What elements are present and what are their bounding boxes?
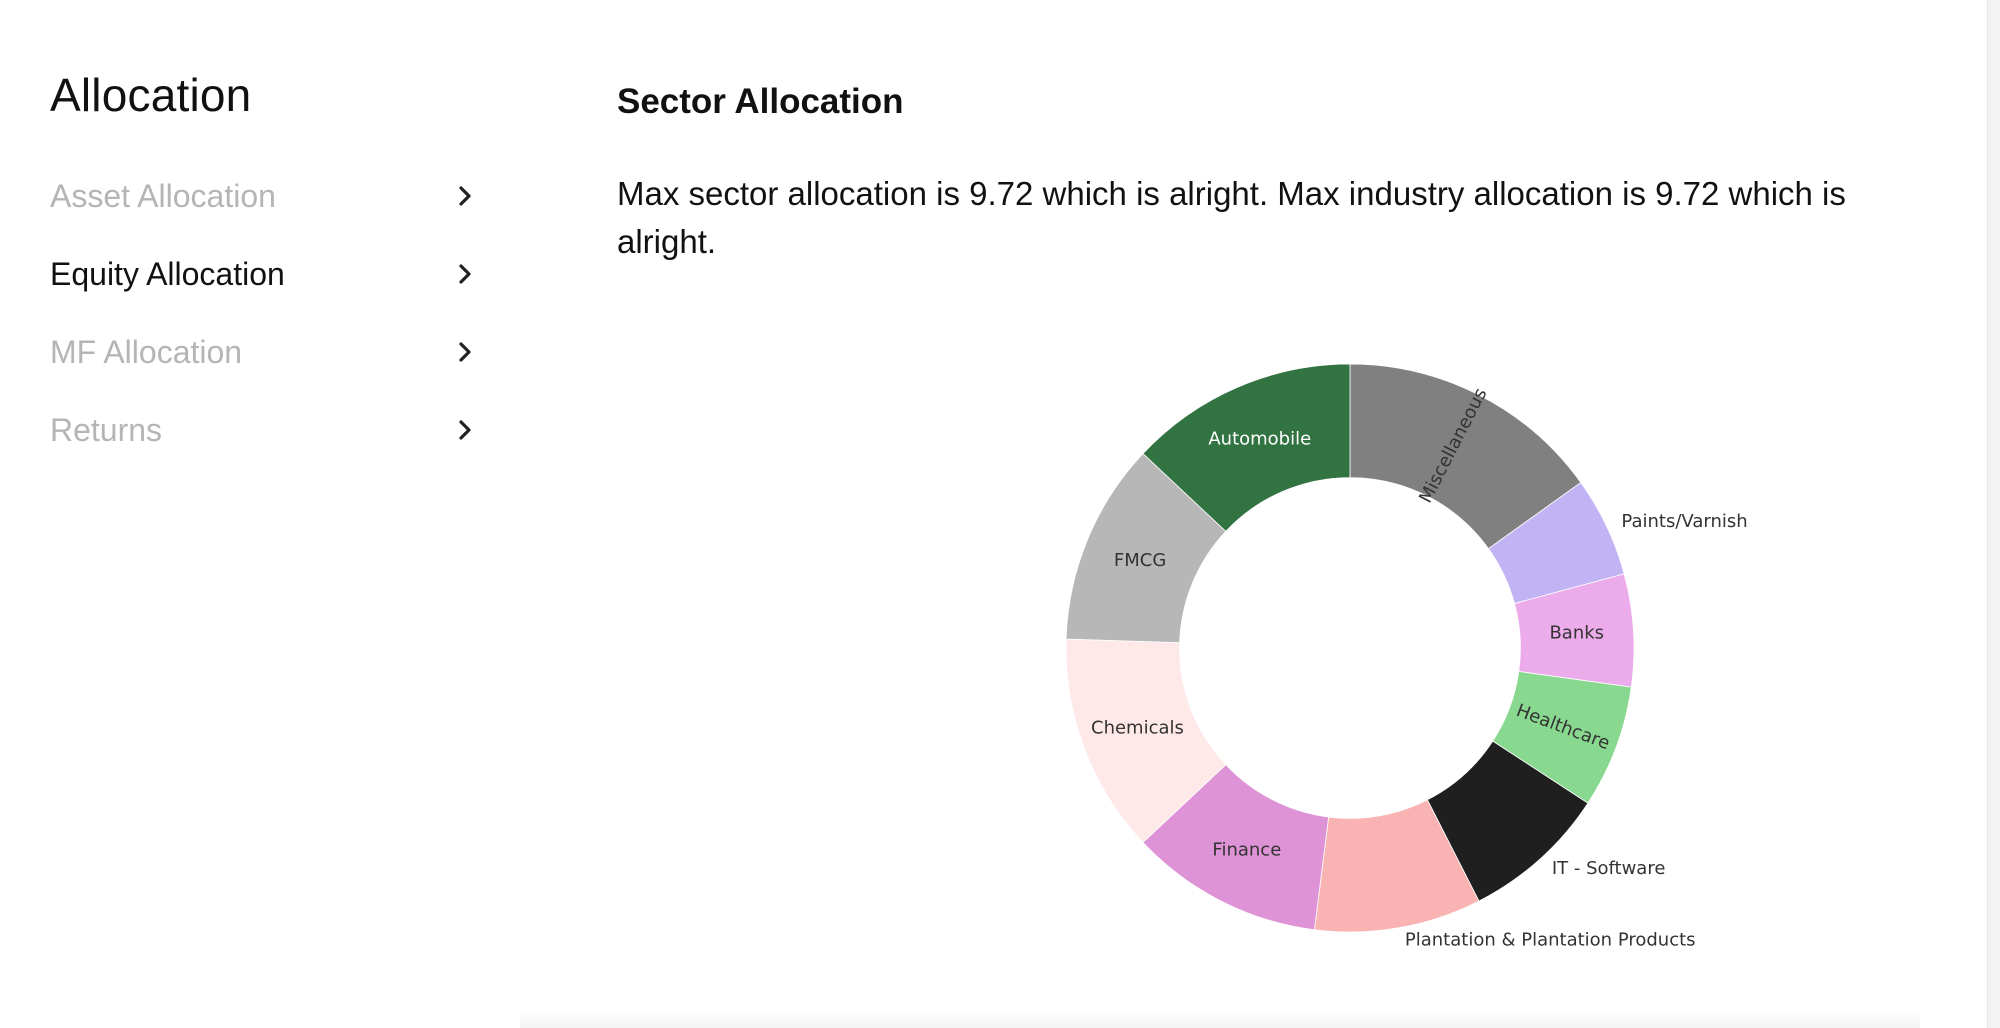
slice-label-it-software: IT - Software [1552,858,1666,879]
chevron-right-icon [450,181,480,211]
sidebar-item-equity-allocation[interactable]: Equity Allocation [50,252,480,296]
scrollbar-track[interactable] [1987,0,2000,1028]
sidebar: Allocation Asset Allocation Equity Alloc… [50,68,480,486]
sidebar-item-label: Returns [50,411,163,448]
bottom-shadow [520,1012,1920,1028]
sidebar-title: Allocation [50,69,252,121]
sidebar-item-returns[interactable]: Returns [50,408,480,452]
section-title: Sector Allocation [617,82,904,121]
sidebar-item-label: MF Allocation [50,333,243,370]
slice-label-banks: Banks [1549,623,1604,644]
slice-label-finance: Finance [1212,839,1281,860]
chevron-right-icon [450,415,480,445]
sidebar-item-asset-allocation[interactable]: Asset Allocation [50,174,480,218]
chevron-right-icon [450,337,480,367]
sidebar-item-label: Asset Allocation [50,177,276,214]
slice-label-automobile: Automobile [1208,428,1311,449]
slice-automobile[interactable] [1142,363,1351,532]
slice-label-plantation-plantation-products: Plantation & Plantation Products [1405,930,1696,951]
sector-donut-chart: Miscellaneous Paints/Varnish Banks Healthca… [1030,340,1790,960]
sidebar-item-label: Equity Allocation [50,255,285,292]
slice-miscellaneous[interactable] [1349,363,1582,550]
slice-label-fmcg: FMCG [1114,550,1166,571]
allocation-summary: Max sector allocation is 9.72 which is a… [617,175,1846,260]
sidebar-item-mf-allocation[interactable]: MF Allocation [50,330,480,374]
donut-chart-svg: MiscellaneousPaints/VarnishBanksHealthca… [1065,363,1748,951]
main-content: Sector Allocation Max sector allocation … [617,82,1917,266]
slice-label-paints-varnish: Paints/Varnish [1621,511,1747,532]
slice-label-chemicals: Chemicals [1091,717,1184,738]
chevron-right-icon [450,259,480,289]
